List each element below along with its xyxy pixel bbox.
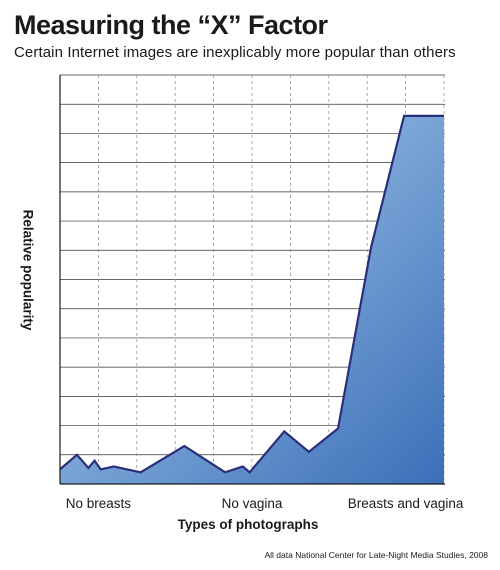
chart-title: Measuring the “X” Factor — [14, 10, 328, 40]
x-axis-label: Types of photographs — [177, 517, 319, 532]
x-tick-label: No breasts — [66, 496, 132, 511]
area-fill — [60, 115, 444, 485]
y-axis-label: Relative popularity — [20, 209, 36, 331]
x-tick-label: Breasts and vagina — [348, 496, 464, 511]
x-tick-labels: No breasts No vagina Breasts and vagina — [66, 496, 464, 511]
series-line — [59, 114, 444, 474]
chart-subtitle: Certain Internet images are inexplicably… — [14, 44, 456, 61]
x-tick-label: No vagina — [222, 496, 283, 511]
source-note: All data National Center for Late-Night … — [264, 550, 489, 560]
